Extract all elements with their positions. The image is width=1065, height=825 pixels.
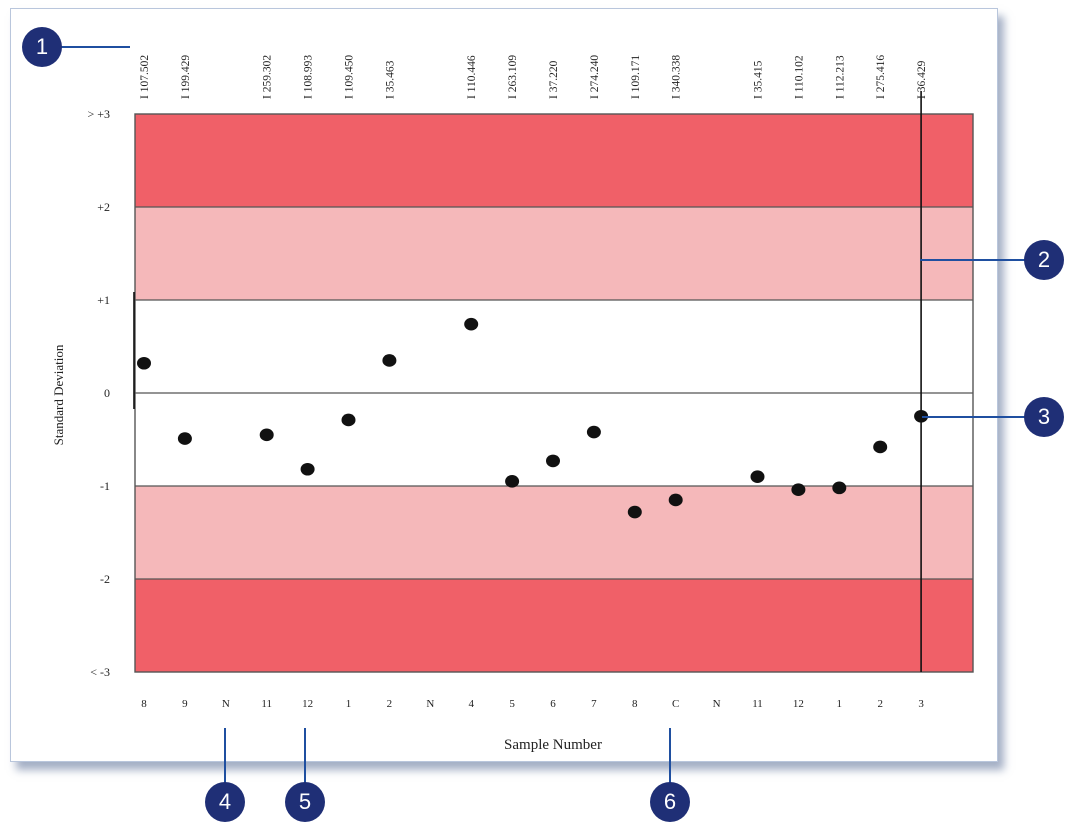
control-chart: > +3+2+10-1-2< -3 8 9 N 11 12 1 2 N 4 5 6 7 8 C N 11 12 1…: [51, 55, 974, 753]
band-0: [135, 114, 973, 207]
callout-5-line: [304, 728, 306, 784]
x-tick-label: 2: [877, 698, 883, 710]
y-axis-label: Standard Deviation: [51, 344, 66, 445]
data-point: [341, 413, 356, 427]
callout-6: 6: [650, 782, 690, 822]
x-tick-label: 3: [918, 698, 924, 710]
data-point: [586, 425, 601, 439]
band-4: [135, 579, 973, 672]
top-sample-label: I 110.446: [466, 55, 478, 99]
data-point: [750, 470, 765, 484]
x-axis-label: Sample Number: [504, 737, 602, 753]
y-tick-label: 0: [104, 386, 110, 400]
callout-4-line: [224, 728, 226, 784]
y-tick-label: +1: [97, 293, 110, 307]
x-tick-label: 4: [468, 698, 474, 710]
callout-3-line: [922, 416, 1026, 418]
callout-6-line: [669, 728, 671, 784]
x-tick-label: 11: [261, 698, 272, 710]
y-axis-ticks: > +3 +2 +1 0 -1 -2 < -3: [87, 107, 110, 679]
top-sample-label: I 108.993: [303, 55, 315, 99]
x-tick-label: 9: [182, 698, 188, 710]
top-sample-label: I 110.102: [793, 55, 805, 99]
x-tick-label: 12: [793, 698, 804, 710]
x-tick-label: C: [672, 698, 679, 710]
top-sample-label: I 275.416: [875, 55, 887, 99]
y-tick-label: +2: [97, 200, 110, 214]
x-tick-label: 11: [752, 698, 763, 710]
marker-lines: [133, 91, 922, 672]
top-sample-label: I 199.429: [180, 55, 192, 99]
data-point: [873, 440, 888, 454]
x-tick-label: 7: [591, 698, 597, 710]
x-tick-label: 5: [509, 698, 515, 710]
x-tick-label: 2: [387, 698, 393, 710]
callout-2-line: [920, 259, 1026, 261]
top-sample-label: I 35.463: [384, 60, 396, 99]
data-point: [668, 493, 683, 507]
data-point: [177, 432, 192, 445]
y-tick-label: < -3: [90, 665, 110, 679]
x-axis-ticks: 8 9 N 11 12 1 2 N 4 5 6 7 8 C N 11 12 1 2 3: [141, 698, 924, 710]
top-sample-label: I 36.429: [916, 60, 928, 99]
top-sample-label: I 107.502: [139, 55, 151, 99]
callout-2: 2: [1024, 240, 1064, 280]
data-point: [914, 409, 929, 423]
x-tick-label: 12: [302, 698, 313, 710]
x-tick-label: 8: [632, 698, 638, 710]
callout-3: 3: [1024, 397, 1064, 437]
top-sample-label: I 37.220: [548, 60, 560, 99]
data-point: [627, 505, 642, 519]
x-tick-label: 1: [346, 698, 352, 710]
top-sample-label: I 259.302: [262, 55, 274, 99]
y-tick-label: -1: [100, 479, 110, 493]
y-tick-label: -2: [100, 572, 110, 586]
data-point: [505, 475, 520, 488]
band-1: [135, 207, 973, 300]
callout-5: 5: [285, 782, 325, 822]
x-tick-label: N: [713, 698, 721, 710]
data-point: [137, 356, 151, 370]
x-tick-label: 6: [550, 698, 556, 710]
x-tick-label: N: [426, 698, 434, 710]
top-sample-label: I 340.338: [671, 55, 683, 99]
y-tick-label: > +3: [87, 107, 110, 121]
top-sample-label: I 35.415: [753, 60, 765, 99]
top-sample-labels: I 107.502 I 199.429 I 259.302 I 108.993 I 10…: [139, 55, 928, 99]
data-point: [546, 454, 560, 468]
top-sample-label: I 109.171: [630, 55, 642, 99]
plot-border: [134, 113, 974, 673]
x-tick-label: 1: [837, 698, 843, 710]
chart-frame: > +3 +2 +1 0 -1 -2 < -3 8 9 N 11 12 1 2 N 4 5 6 7 8 C N 11 12 1…: [10, 8, 998, 762]
x-tick-label: 8: [141, 698, 147, 710]
top-sample-label: I 274.240: [589, 55, 601, 99]
top-sample-label: I 109.450: [344, 55, 356, 99]
x-tick-label: N: [222, 698, 230, 710]
data-point: [300, 462, 315, 476]
callout-4: 4: [205, 782, 245, 822]
data-point: [832, 481, 847, 495]
band-3: [135, 486, 973, 579]
top-sample-label: I 112.213: [834, 55, 846, 99]
data-point: [791, 483, 806, 497]
data-point: [382, 354, 397, 367]
callout-1: 1: [22, 27, 62, 67]
data-point: [464, 317, 479, 331]
callout-1-line: [58, 46, 130, 48]
top-sample-label: I 263.109: [507, 55, 519, 99]
data-points: [137, 317, 929, 519]
data-point: [259, 428, 274, 442]
